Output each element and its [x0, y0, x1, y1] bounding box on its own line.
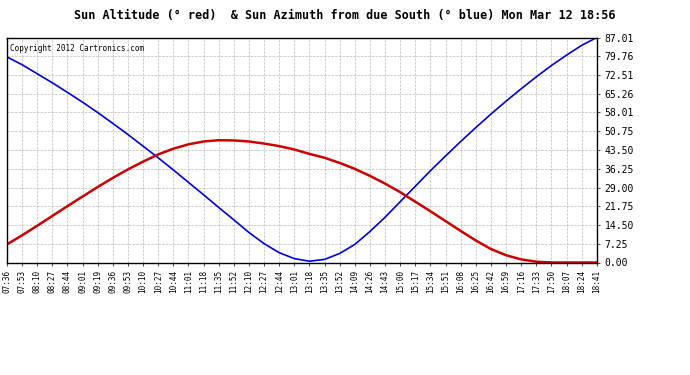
Text: Copyright 2012 Cartronics.com: Copyright 2012 Cartronics.com	[10, 44, 144, 53]
Text: Sun Altitude (° red)  & Sun Azimuth from due South (° blue) Mon Mar 12 18:56: Sun Altitude (° red) & Sun Azimuth from …	[75, 9, 615, 22]
